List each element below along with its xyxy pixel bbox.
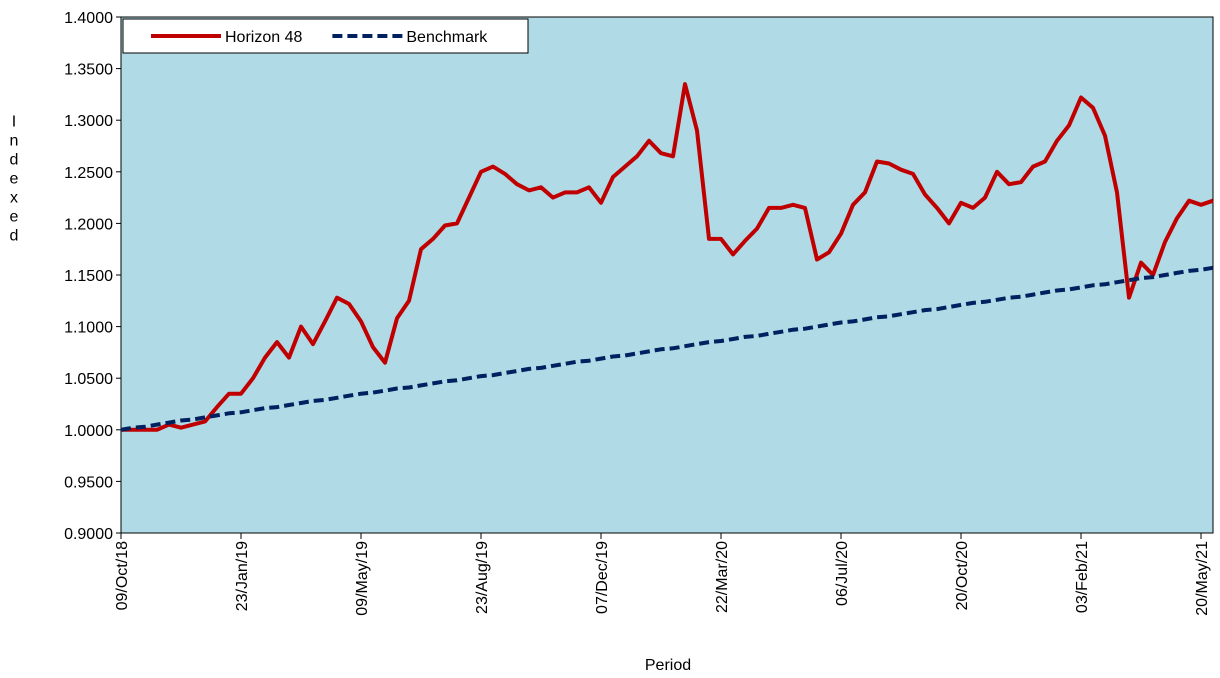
y-tick-label: 1.0500 (64, 371, 113, 388)
plot-area (120, 16, 1214, 534)
x-tick-label: 20/May/21 (1194, 541, 1211, 616)
y-tick-label: 0.9000 (64, 526, 113, 543)
x-tick-label: 23/Jan/19 (234, 541, 251, 611)
y-tick-label: 1.2000 (64, 216, 113, 233)
y-tick-label: 1.1000 (64, 320, 113, 337)
x-tick-label: 20/Oct/20 (954, 541, 971, 610)
y-tick-label: 1.4000 (64, 10, 113, 27)
series-line (121, 82, 1214, 432)
y-tick-label: 1.0000 (64, 423, 113, 440)
y-tick-label: 1.3500 (64, 62, 113, 79)
legend: Horizon 48 Benchmark (122, 18, 529, 54)
x-tick-label: 07/Dec/19 (594, 541, 611, 614)
y-axis-label: Indexed (6, 114, 23, 247)
x-tick-label: 03/Feb/21 (1074, 541, 1091, 613)
x-tick-label: 06/Jul/20 (834, 541, 851, 606)
x-tick-label: 22/Mar/20 (714, 541, 731, 613)
legend-label: Benchmark (406, 29, 488, 46)
x-tick-label: 09/May/19 (354, 541, 371, 616)
x-axis-label: Period (645, 657, 691, 674)
y-tick-label: 1.2500 (64, 165, 113, 182)
y-tick-label: 1.1500 (64, 268, 113, 285)
legend-label: Horizon 48 (225, 29, 302, 46)
series-line (120, 265, 1214, 432)
x-tick-label: 23/Aug/19 (474, 541, 491, 614)
y-tick-label: 1.3000 (64, 113, 113, 130)
y-tick-label: 0.9500 (64, 474, 113, 491)
x-tick-label: 09/Oct/18 (114, 541, 131, 610)
